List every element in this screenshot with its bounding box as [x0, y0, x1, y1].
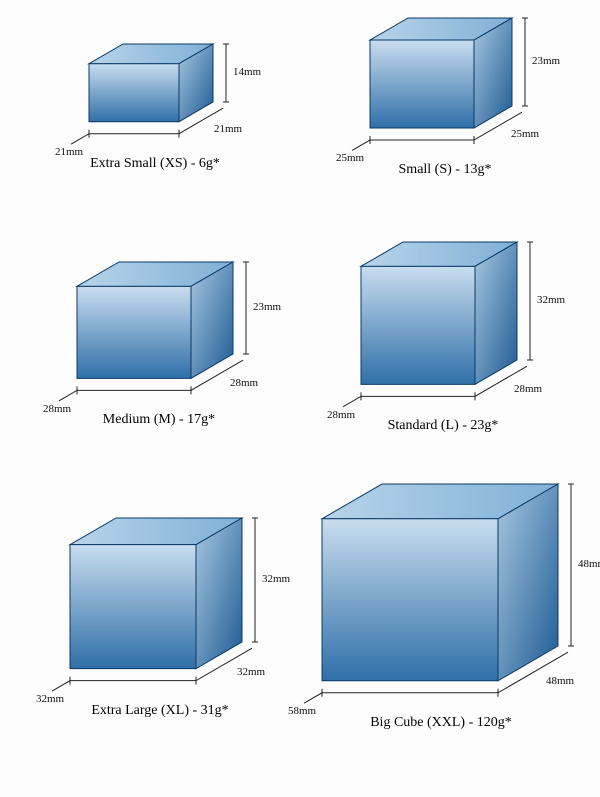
cube-front-face [370, 40, 474, 128]
cube-caption: Big Cube (XXL) - 120g* [296, 715, 586, 731]
dim-width-label: 32mm [237, 666, 265, 678]
dim-width-label: 25mm [511, 128, 539, 140]
dim-height-bracket [568, 484, 574, 646]
dim-depth-label: 28mm [327, 409, 355, 421]
dim-height-label: 23mm [532, 55, 560, 67]
dim-height-label: 23mm [253, 301, 281, 313]
cube-cell-s: 25mm 25mm 23mm Small (S) - 13g* [330, 12, 560, 178]
cube-caption: Small (S) - 13g* [330, 162, 560, 178]
dim-depth-label: 25mm [336, 152, 364, 164]
cube-caption: Medium (M) - 17g* [44, 412, 274, 428]
dim-width-label: 28mm [230, 377, 258, 389]
cube-caption: Standard (L) - 23g* [328, 418, 558, 434]
cube-front-face [70, 545, 196, 669]
cube-front-face [77, 286, 191, 378]
dim-height-label: 32mm [262, 573, 290, 585]
dim-height-bracket [243, 262, 249, 354]
dim-width-label: 48mm [546, 675, 574, 687]
dim-height-bracket [522, 18, 528, 106]
cube-cell-xl: 32mm 32mm 32mm Extra Large (XL) - 31g* [40, 512, 280, 719]
dim-width-label: 28mm [514, 383, 542, 395]
dim-height-bracket [527, 242, 533, 360]
dim-depth-label: 21mm [55, 146, 83, 158]
cube-front-face [89, 64, 179, 122]
dim-height-bracket [223, 44, 229, 102]
dim-depth-label: 58mm [288, 705, 316, 717]
cube-side-face [498, 484, 558, 681]
cube-front-face [322, 519, 498, 681]
dim-depth-label: 32mm [36, 693, 64, 705]
cube-cell-xxl: 58mm 48mm 48mm Big Cube (XXL) - 120g* [296, 478, 586, 731]
dim-height-bracket [252, 518, 258, 642]
dim-height-label: 32mm [537, 294, 565, 306]
dim-height-label: 48mm [578, 558, 600, 570]
cube-cell-xs: 21mm 21mm 14mm Extra Small (XS) - 6g* [50, 38, 260, 172]
dim-width-label: 21mm [214, 123, 242, 135]
cube-front-face [361, 266, 475, 384]
cube-cell-m: 28mm 28mm 23mm Medium (M) - 17g* [44, 256, 274, 428]
cube-caption: Extra Large (XL) - 31g* [40, 703, 280, 719]
dim-height-label: 14mm [233, 66, 261, 78]
cube-cell-l: 28mm 28mm 32mm Standard (L) - 23g* [328, 236, 558, 434]
cube-side-face [196, 518, 242, 669]
cube-side-face [475, 242, 517, 384]
dim-depth-label: 28mm [43, 403, 71, 415]
